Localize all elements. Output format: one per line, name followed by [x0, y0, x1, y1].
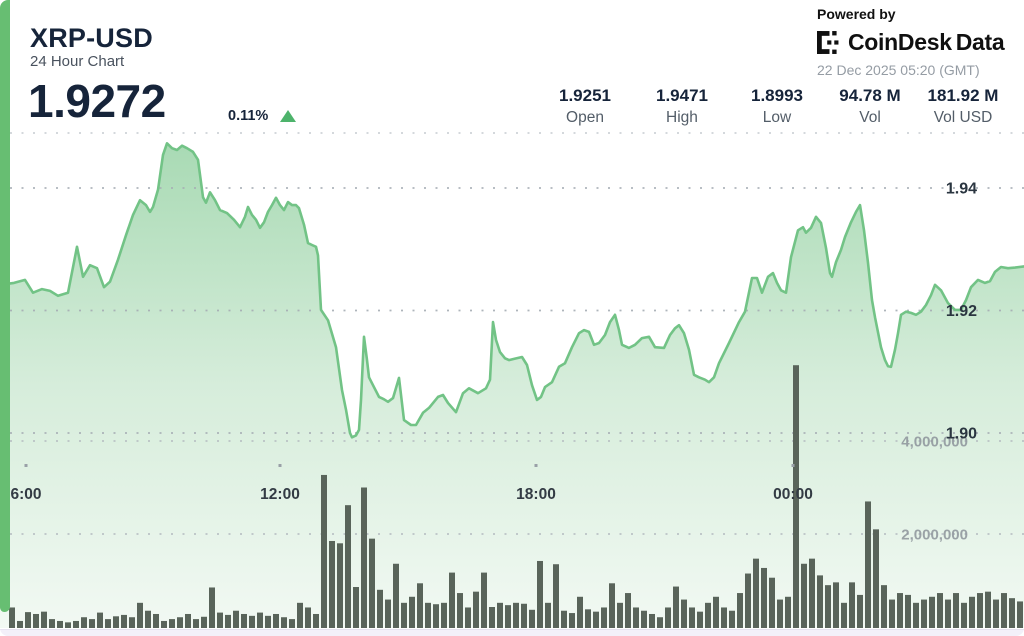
stat-open: 1.9251 Open [559, 86, 611, 127]
stat-volume-usd: 181.92 M Vol USD [928, 86, 999, 127]
logo-text-data: Data [955, 29, 1005, 55]
svg-text:4,000,000: 4,000,000 [901, 434, 968, 451]
stat-low-label: Low [762, 109, 792, 126]
stat-open-value: 1.9251 [559, 86, 611, 105]
svg-text:1.92: 1.92 [946, 303, 977, 320]
instrument-title: XRP-USD [30, 23, 153, 53]
svg-text:12:00: 12:00 [260, 486, 300, 503]
coindesk-logo[interactable]: CoinDesk Data [817, 29, 1007, 56]
stat-low: 1.8993 Low [751, 86, 803, 127]
branding-block: Powered by CoinDesk Data 22 Dec 2025 05:2… [817, 6, 1007, 78]
chart-timestamp: 22 Dec 2025 05:20 (GMT) [817, 62, 980, 78]
coindesk-logo-icon [817, 31, 839, 54]
svg-text:1.90: 1.90 [946, 426, 977, 443]
svg-text:1.94: 1.94 [946, 181, 977, 198]
bottom-strip [0, 629, 1024, 636]
chart-period-label: 24 Hour Chart [30, 53, 125, 70]
stat-volume: 94.78 M Vol [839, 86, 900, 127]
left-accent-bar [0, 0, 10, 612]
price-change-percent: 0.11% [228, 108, 269, 124]
svg-text:2,000,000: 2,000,000 [901, 527, 968, 544]
current-price: 1.9272 [28, 75, 166, 127]
stat-volume-usd-value: 181.92 M [927, 86, 999, 105]
stat-volume-value: 94.78 M [839, 86, 901, 105]
stat-high-value: 1.9471 [656, 86, 708, 105]
up-triangle-icon [280, 110, 296, 122]
svg-text:00:00: 00:00 [773, 486, 813, 503]
stat-high-label: High [666, 109, 698, 126]
stat-volume-usd-label: Vol USD [933, 109, 993, 126]
svg-text:6:00: 6:00 [10, 486, 41, 503]
svg-text:18:00: 18:00 [516, 486, 556, 503]
logo-text-coindesk: CoinDesk [848, 29, 952, 55]
stats-row: 1.9251 Open 1.9471 High 1.8993 Low 94.78… [0, 86, 1024, 132]
stat-volume-label: Vol [859, 109, 881, 126]
stat-high: 1.9471 High [656, 86, 708, 127]
powered-by-label: Powered by [817, 6, 896, 22]
stat-open-label: Open [566, 109, 604, 126]
stat-low-value: 1.8993 [751, 86, 803, 105]
